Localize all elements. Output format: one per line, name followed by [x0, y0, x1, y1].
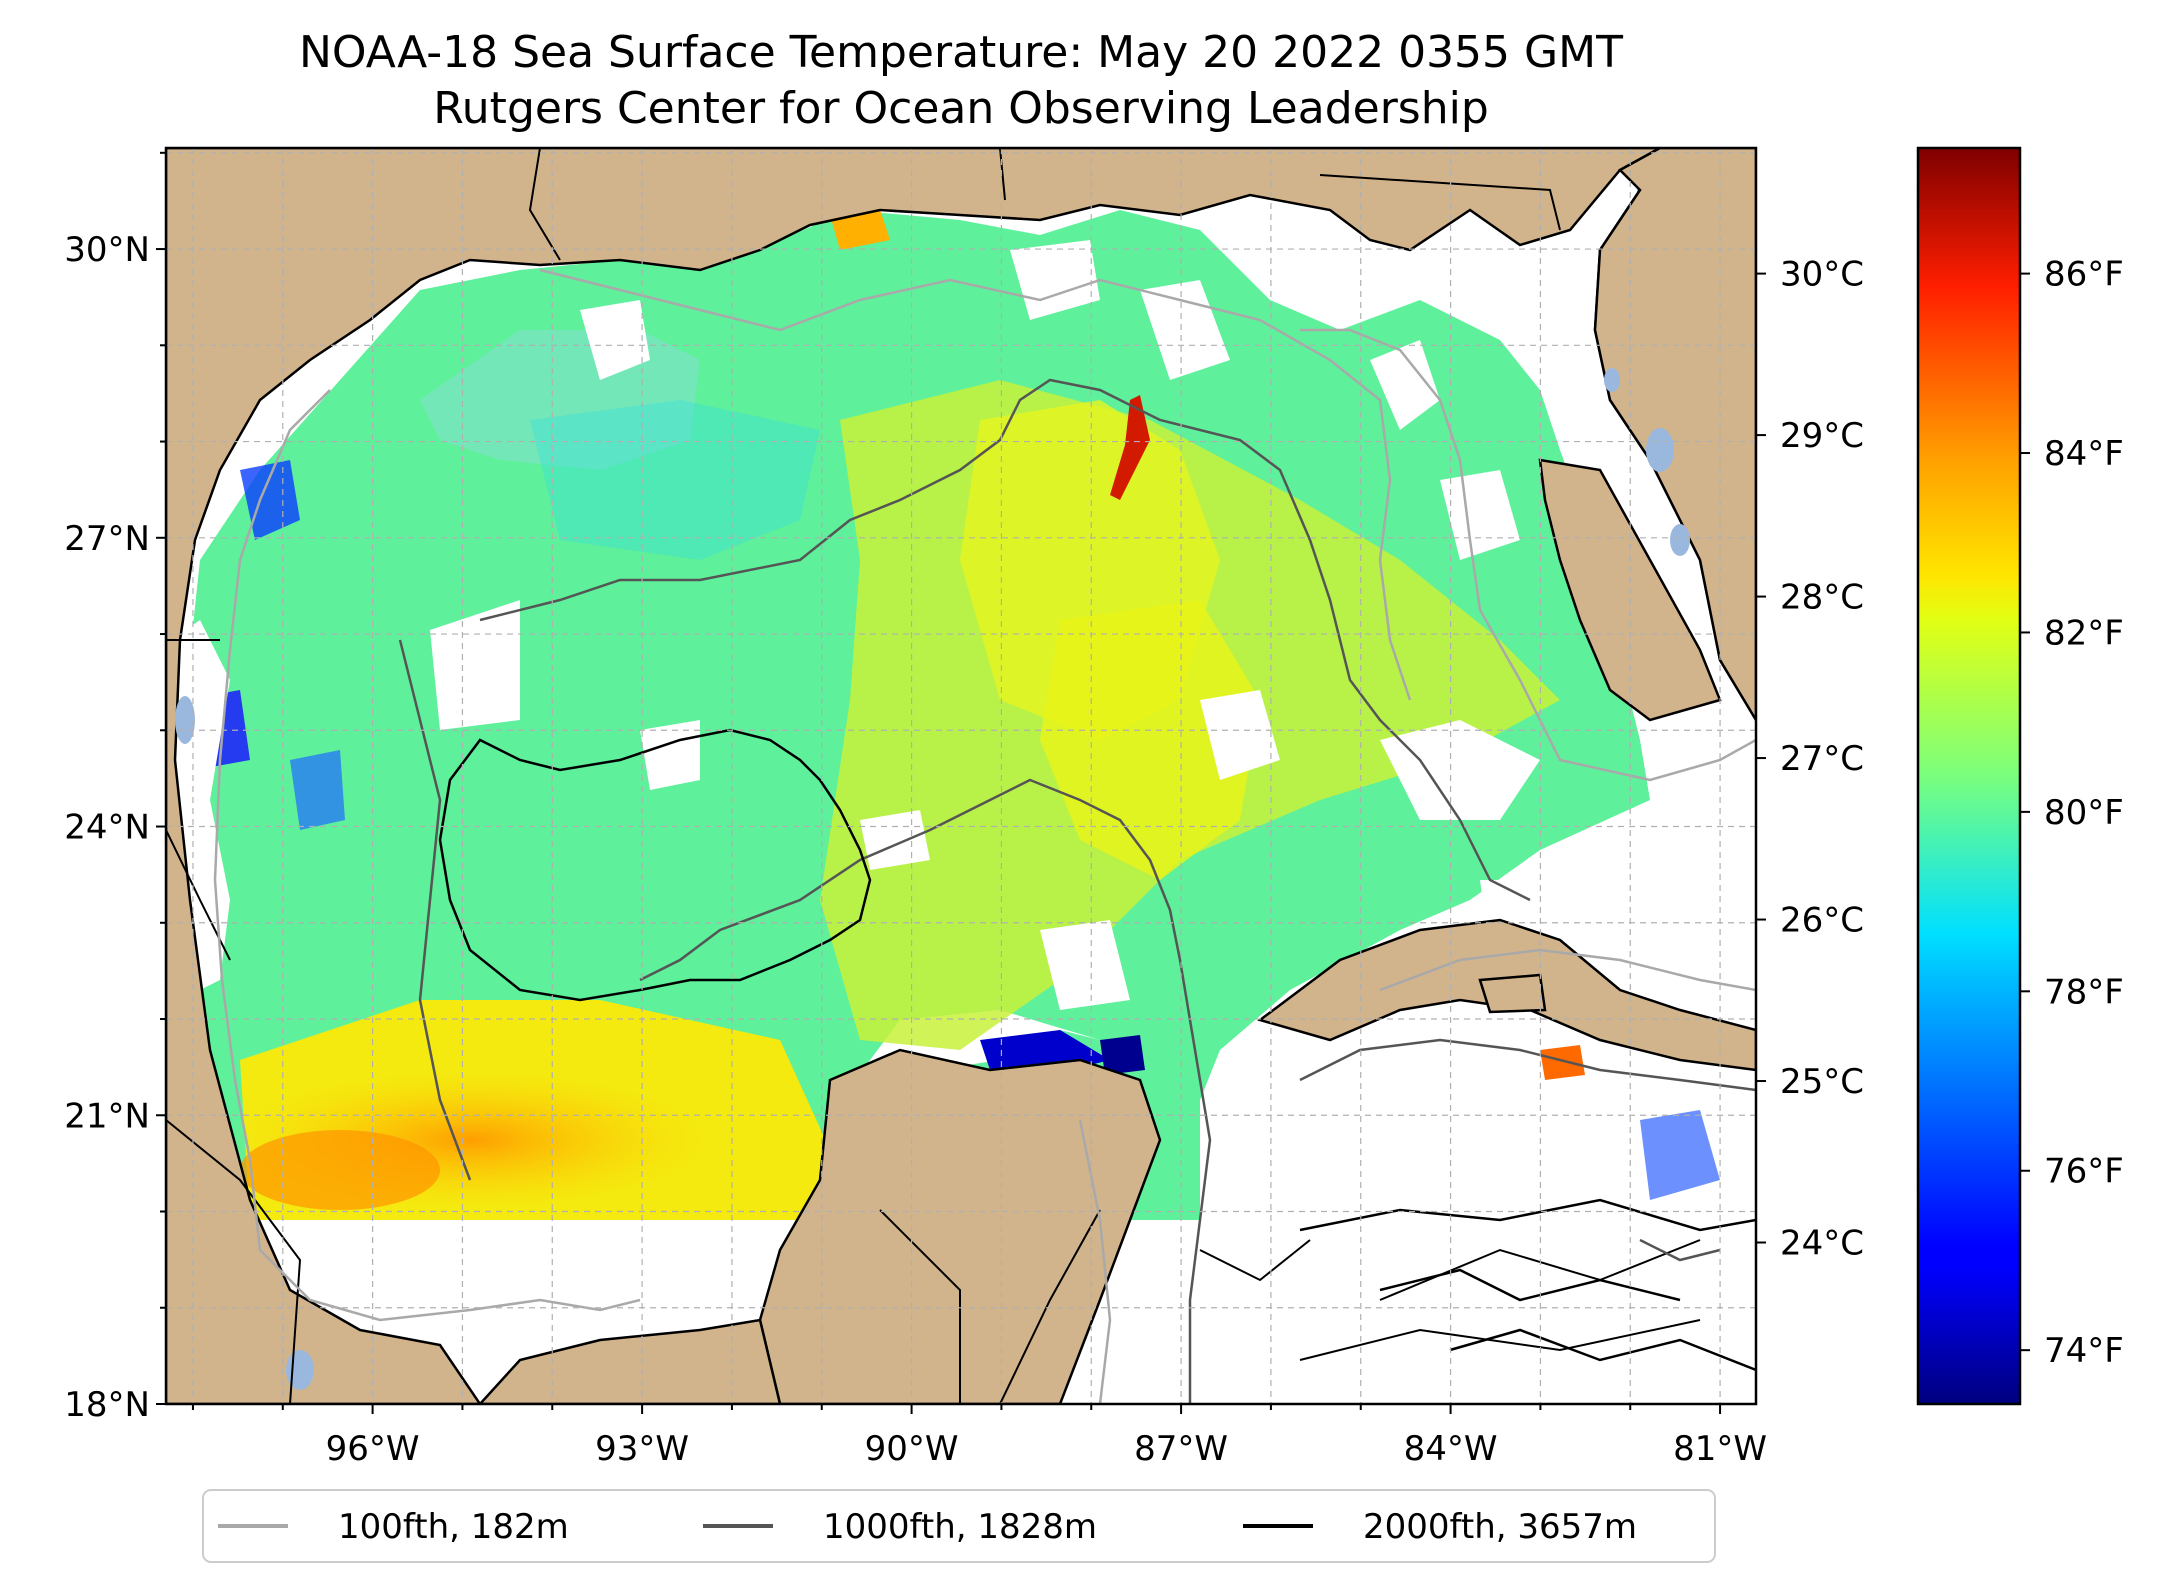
map-frame	[164, 146, 1758, 1406]
contour-1000fth	[398, 378, 1756, 1404]
legend-label-1000fth: 1000fth, 1828m	[823, 1507, 1097, 1547]
lon-label: 81°W	[1673, 1429, 1767, 1469]
lat-label: 18°N	[64, 1385, 150, 1425]
lon-label: 96°W	[326, 1429, 420, 1469]
colorbar	[1916, 146, 2022, 1406]
celsius-label: 26°C	[1780, 901, 1864, 941]
lat-label: 24°N	[64, 808, 150, 848]
legend-label-100fth: 100fth, 182m	[338, 1507, 569, 1547]
celsius-label: 30°C	[1780, 255, 1864, 295]
chart-title: NOAA-18 Sea Surface Temperature: May 20 …	[299, 27, 1623, 78]
gridlines	[166, 148, 1756, 1404]
colorbar-ticks	[2020, 272, 2030, 1352]
colorbar-label: 86°F	[2044, 255, 2124, 295]
colorbar-fahrenheit-labels: 86°F 84°F 82°F 80°F 78°F 76°F 74°F	[2044, 255, 2124, 1372]
lon-label: 84°W	[1404, 1429, 1498, 1469]
longitude-labels: 96°W 93°W 90°W 87°W 84°W 81°W	[326, 1429, 1767, 1469]
colorbar-label: 84°F	[2044, 434, 2124, 474]
contour-100fth	[213, 268, 1756, 1404]
celsius-label: 28°C	[1780, 578, 1864, 618]
colorbar-label: 76°F	[2044, 1152, 2124, 1192]
legend-label-2000fth: 2000fth, 3657m	[1363, 1507, 1637, 1547]
celsius-axis-labels: 30°C 29°C 28°C 27°C 26°C 25°C 24°C	[1756, 255, 1864, 1264]
colorbar-label: 74°F	[2044, 1331, 2124, 1371]
lon-label: 90°W	[865, 1429, 959, 1469]
latitude-labels: 30°N 27°N 24°N 21°N 18°N	[64, 230, 150, 1425]
celsius-label: 25°C	[1780, 1062, 1864, 1102]
lat-label: 27°N	[64, 519, 150, 559]
lon-label: 93°W	[595, 1429, 689, 1469]
lat-label: 21°N	[64, 1096, 150, 1136]
colorbar-label: 80°F	[2044, 793, 2124, 833]
legend: 100fth, 182m 1000fth, 1828m 2000fth, 365…	[202, 1489, 1716, 1563]
colorbar-label: 78°F	[2044, 972, 2124, 1012]
colorbar-label: 82°F	[2044, 613, 2124, 653]
celsius-label: 29°C	[1780, 416, 1864, 456]
chart-subtitle: Rutgers Center for Ocean Observing Leade…	[433, 83, 1489, 134]
land-masses	[166, 148, 1756, 1404]
celsius-label: 24°C	[1780, 1224, 1864, 1264]
contour-2000fth	[438, 728, 1756, 1372]
legend-box	[202, 1489, 1716, 1563]
map-ticks	[156, 151, 1722, 1414]
lat-label: 30°N	[64, 230, 150, 270]
map-area	[166, 148, 1756, 1404]
lon-label: 87°W	[1134, 1429, 1228, 1469]
celsius-label: 27°C	[1780, 739, 1864, 779]
